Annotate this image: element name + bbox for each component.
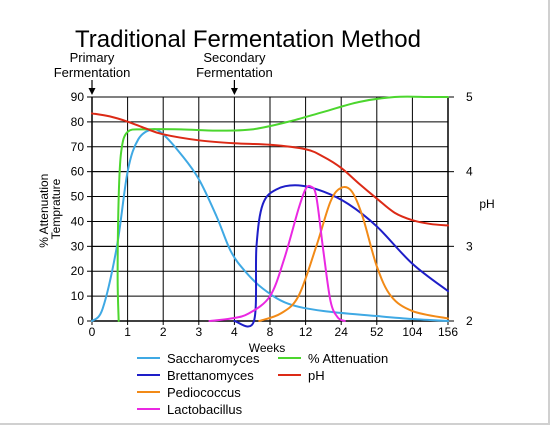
y-axis-label-right: pH [479,197,494,211]
series-line-saccharomyces [91,128,449,322]
annotation-line: Fermentation [54,65,131,80]
annotation-line: Primary [70,50,115,65]
legend-label-pediococcus: Pediococcus [167,385,241,400]
y-tick-label-left: 0 [77,314,84,328]
x-axis-label: Weeks [249,341,285,355]
y-tick-label-right: 3 [466,239,473,253]
series-line-pediococcus [258,186,449,322]
x-tick-label: 1 [124,325,131,339]
x-tick-label: 104 [402,325,422,339]
x-tick-label: 52 [370,325,384,339]
x-tick-label: 0 [89,325,96,339]
annotation-line: Secondary [203,50,266,65]
y-tick-label-right: 4 [466,165,473,179]
y-tick-label-left: 30 [71,239,85,253]
y-tick-label-left: 40 [71,214,85,228]
legend-label-saccharomyces: Saccharomyces [167,351,260,366]
x-tick-label: 3 [195,325,202,339]
series-line-lactobacillus [208,184,346,322]
grid [91,96,449,321]
annotation-1: Primary Fermentation [54,50,131,80]
y-tick-label-right: 5 [466,90,473,104]
x-tick-label: 2 [160,325,167,339]
y-axis-label-line-1: % Attenuation [37,174,51,248]
y-axis-label-line-2: Temprature [49,178,63,239]
annotation-arrow-head [88,88,96,95]
legend-label-brettanomyces: Brettanomyces [167,368,254,383]
y-tick-label-left: 20 [71,264,85,278]
series-line-attenuation [116,95,449,322]
y-tick-label-right: 2 [466,314,473,328]
series-lines [91,95,449,328]
legend-label-attenuation: % Attenuation [308,351,388,366]
y-tick-label-left: 60 [71,165,85,179]
y-tick-label-left: 90 [71,90,85,104]
x-tick-label: 4 [231,325,238,339]
x-tick-label: 8 [267,325,274,339]
series-line-ph [91,112,449,227]
y-axis-label-left: % Attenuation Temprature [37,170,63,247]
annotation-2: Secondary Fermentation [196,50,273,80]
annotation-line: Fermentation [196,65,273,80]
chart-title: Traditional Fermentation Method [75,26,421,53]
x-tick-label: 24 [335,325,349,339]
y-tick-label-left: 70 [71,140,85,154]
legend-label-lactobacillus: Lactobacillus [167,402,243,417]
series-line-brettanomyces [233,184,449,328]
x-tick-label: 156 [438,325,458,339]
y-tick-label-left: 50 [71,190,85,204]
x-tick-label: 12 [299,325,313,339]
legend: Saccharomyces % Attenuation Brettanomyces p… [137,351,388,417]
y-tick-label-left: 80 [71,115,85,129]
annotation-arrow-head [230,88,238,95]
y-tick-label-left: 10 [71,289,85,303]
legend-label-ph: pH [308,368,325,383]
